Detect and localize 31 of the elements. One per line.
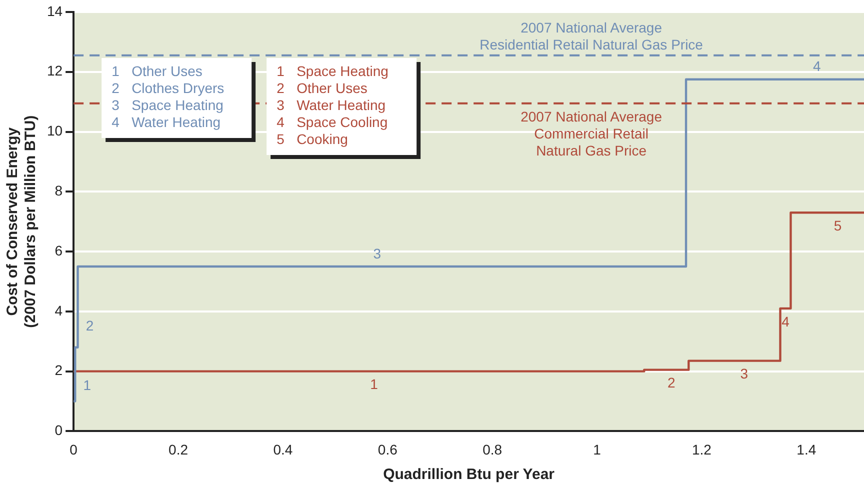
y-tick-label: 8 [54, 182, 63, 199]
annotation: 1 [83, 377, 92, 394]
x-tick-label: 0.2 [168, 441, 188, 458]
x-tick-label: 0.6 [378, 441, 398, 458]
x-tick-label: 0.8 [482, 441, 502, 458]
y-tick-label: 2 [54, 362, 63, 378]
y-tick-label: 12 [46, 62, 63, 79]
y-tick-label: 0 [54, 422, 63, 438]
ref-line-label: 2007 National Average Residential Retail Natural Gas Price [480, 19, 704, 52]
annotation: 2 [86, 317, 94, 334]
annotation: 1 Other Uses 2 Clothes Dryers 3 Space Heating 4 Water Heating [112, 62, 224, 130]
y-tick-label: 14 [46, 2, 63, 19]
annotation: 2 [667, 374, 676, 391]
y-tick-label: 6 [54, 242, 63, 258]
ref-line-label: 2007 National Average Commercial Retail Natural Gas Price [520, 108, 662, 158]
y-axis-title: Cost of Conserved Energy (2007 Dollars per Million BTU) [4, 115, 40, 328]
text: 1 Space Heating 2 Other Uses 3 Water Heating 4 Space Cooling 5 Cooking [276, 62, 388, 147]
x-tick-label: 1.2 [692, 441, 712, 458]
x-axis-title: Quadrillion Btu per Year [383, 466, 555, 484]
annotation: 4 [782, 313, 790, 330]
y-tick-label: 10 [46, 122, 63, 139]
annotation: 5 [834, 217, 842, 234]
y-tick-label: 4 [54, 302, 63, 318]
x-tick-label: 1 [593, 441, 602, 458]
x-tick-label: 0 [70, 441, 78, 458]
annotation: 1 [370, 376, 378, 392]
x-tick-label: 1.4 [796, 441, 816, 458]
annotation: 4 [812, 58, 821, 74]
x-tick-label: 0.4 [273, 441, 293, 458]
annotation: 3 [373, 245, 382, 262]
annotation: 3 [740, 366, 748, 382]
